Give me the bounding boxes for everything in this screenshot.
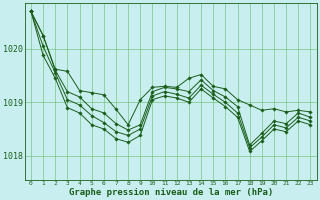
X-axis label: Graphe pression niveau de la mer (hPa): Graphe pression niveau de la mer (hPa) — [68, 188, 273, 197]
